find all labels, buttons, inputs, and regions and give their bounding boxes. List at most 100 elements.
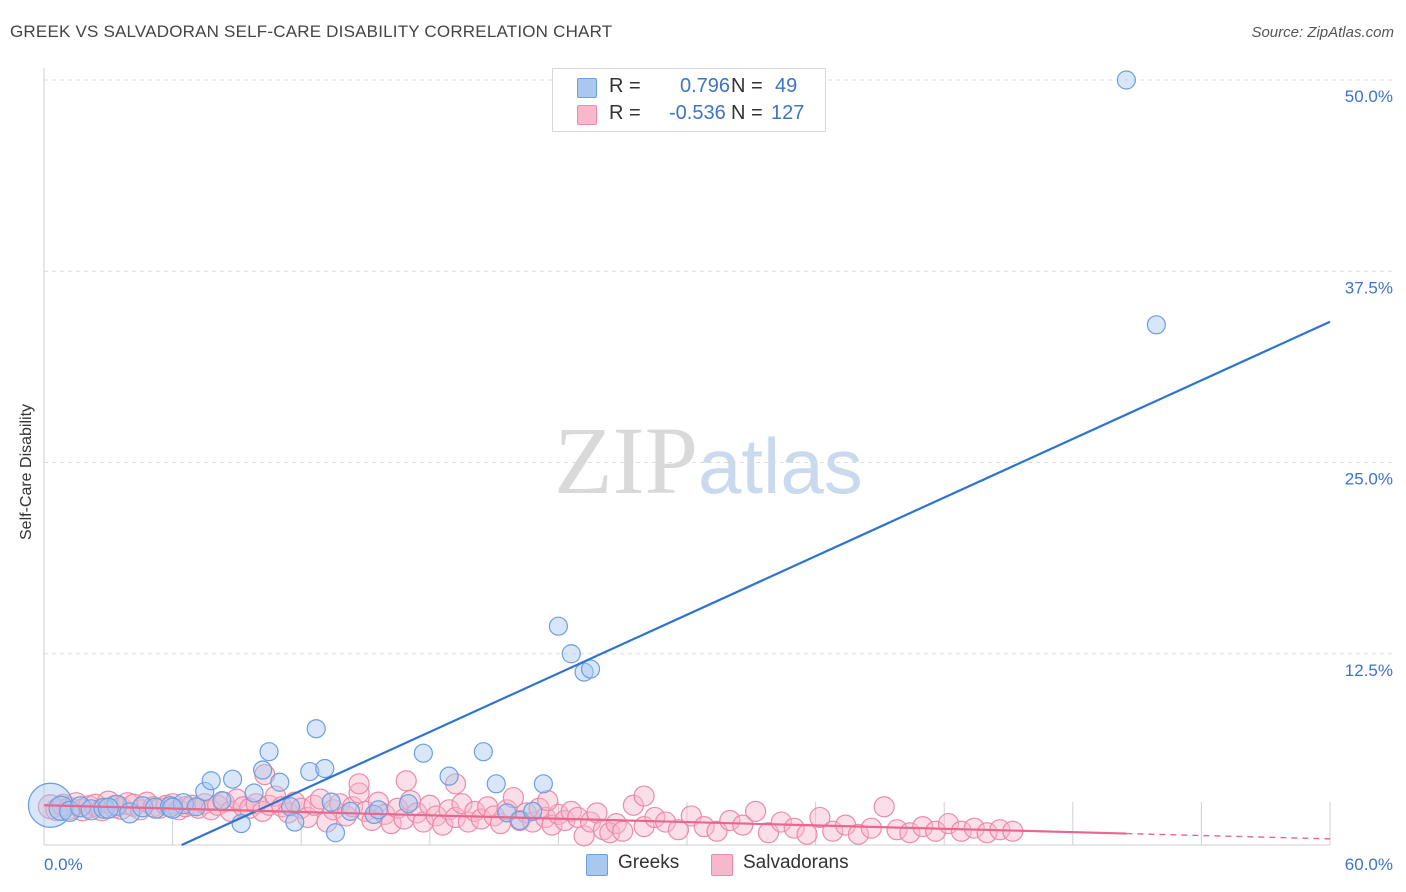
- salvadoran-point: [809, 806, 831, 829]
- x-tick-label-max: 60.0%: [1345, 855, 1393, 874]
- greek-point: [195, 781, 215, 802]
- salvadoran-point: [950, 820, 972, 842]
- greek-point: [244, 783, 264, 803]
- y-axis-label: Self-Care Disability: [18, 403, 35, 540]
- greek-point: [106, 794, 128, 816]
- greek-point: [306, 719, 326, 739]
- greeks-legend-swatch: [586, 854, 608, 876]
- greeks-r-value: 0.796: [680, 75, 731, 97]
- watermark-atlas: atlas: [698, 422, 863, 510]
- greek-point: [186, 797, 206, 817]
- salvadorans-legend-swatch: [711, 854, 733, 876]
- salvadoran-point: [873, 796, 895, 818]
- salvadoran-point: [744, 800, 767, 822]
- salvadorans-n-label: N =: [731, 102, 763, 124]
- greek-point: [473, 742, 493, 762]
- correlation-legend: R = 0.796 N = 49 R = -0.536 N = 127: [552, 68, 826, 132]
- y-tick-label: 25.0%: [1345, 470, 1393, 489]
- salvadoran-point: [976, 822, 998, 844]
- greeks-r-label: R =: [609, 75, 641, 97]
- source-label: Source: ZipAtlas.com: [1251, 24, 1394, 41]
- watermark-zip: ZIP: [554, 407, 698, 514]
- greek-point: [340, 801, 361, 821]
- greek-point: [439, 766, 459, 786]
- salvadoran-point: [348, 773, 370, 795]
- greek-point: [1116, 70, 1136, 90]
- salvadoran-point: [444, 806, 467, 829]
- tick-labels: 12.5% 25.0% 37.5% 50.0% 0.0% 60.0%: [44, 87, 1393, 874]
- salvadoran-point: [395, 770, 417, 792]
- salvadoran-point: [644, 806, 666, 829]
- salvadoran-point: [622, 794, 645, 816]
- salvadoran-point: [612, 820, 634, 842]
- salvadoran-point: [541, 814, 563, 836]
- bottom-legend-salvadorans: Salvadorans: [711, 852, 881, 876]
- greek-point: [523, 801, 543, 821]
- greek-point: [270, 772, 290, 792]
- greek-point: [368, 800, 388, 820]
- watermark: ZIPatlas: [554, 405, 863, 516]
- salvadorans-trend-line: [43, 804, 1127, 835]
- salvadorans-n-value: 127: [771, 102, 805, 124]
- y-tick-label: 50.0%: [1345, 87, 1393, 106]
- y-tick-label: 12.5%: [1345, 661, 1393, 680]
- y-tick-label: 37.5%: [1345, 278, 1393, 297]
- salvadoran-point: [847, 823, 870, 845]
- salvadorans-legend-label: Salvadorans: [743, 852, 849, 873]
- greek-point: [1146, 315, 1166, 335]
- greek-point: [398, 794, 418, 814]
- salvadoran-point: [925, 820, 947, 842]
- trend-lines: [43, 320, 1331, 847]
- greek-point: [285, 812, 305, 832]
- greeks-trend-line: [181, 320, 1331, 847]
- chart-title: GREEK VS SALVADORAN SELF-CARE DISABILITY…: [10, 22, 613, 41]
- greek-point: [48, 795, 74, 821]
- grid-lines: [44, 79, 1392, 655]
- salvadoran-point: [732, 814, 754, 836]
- salvadoran-point: [796, 823, 818, 845]
- greek-point: [253, 760, 273, 780]
- salvadoran-point: [912, 816, 934, 838]
- greek-point: [325, 823, 346, 843]
- salvadoran-point: [963, 817, 985, 839]
- greek-point: [300, 761, 320, 782]
- greeks-legend-label: Greeks: [618, 852, 680, 873]
- salvadoran-point: [633, 785, 655, 807]
- salvadoran-point: [886, 819, 908, 841]
- greeks-n-value: 49: [775, 75, 798, 97]
- x-tick-label-min: 0.0%: [44, 855, 83, 874]
- salvadoran-point: [573, 825, 595, 847]
- greeks-points: [27, 70, 1166, 843]
- salvadorans-trend-extension: [1126, 832, 1331, 840]
- greek-point: [201, 771, 221, 791]
- salvadoran-point: [502, 786, 524, 809]
- greeks-n-label: N =: [731, 75, 763, 97]
- bottom-legend-greeks: Greeks: [586, 852, 706, 876]
- greek-point: [315, 758, 335, 779]
- salvadorans-r-label: R =: [609, 102, 641, 124]
- axes: [43, 68, 1331, 846]
- greek-point: [413, 743, 433, 763]
- salvadorans-r-value: -0.536: [669, 102, 726, 124]
- greek-point: [533, 774, 553, 794]
- salvadoran-point: [560, 800, 582, 822]
- greek-point: [580, 659, 601, 679]
- salvadoran-point: [537, 790, 559, 812]
- salvadoran-point: [667, 819, 690, 841]
- salvadoran-point: [770, 811, 792, 833]
- salvadoran-point: [719, 809, 741, 832]
- salvadoran-point: [860, 817, 882, 839]
- salvadoran-point: [367, 791, 389, 813]
- greek-point: [321, 792, 341, 812]
- greek-point: [486, 774, 506, 794]
- greek-point: [223, 769, 243, 789]
- greek-point: [561, 644, 581, 664]
- salvadoran-point: [783, 817, 805, 839]
- greeks-swatch: [577, 78, 597, 98]
- greek-point: [97, 797, 119, 819]
- salvadoran-point: [586, 802, 608, 824]
- greek-point: [259, 742, 279, 762]
- salvadorans-swatch: [577, 105, 597, 125]
- greek-point: [212, 791, 232, 811]
